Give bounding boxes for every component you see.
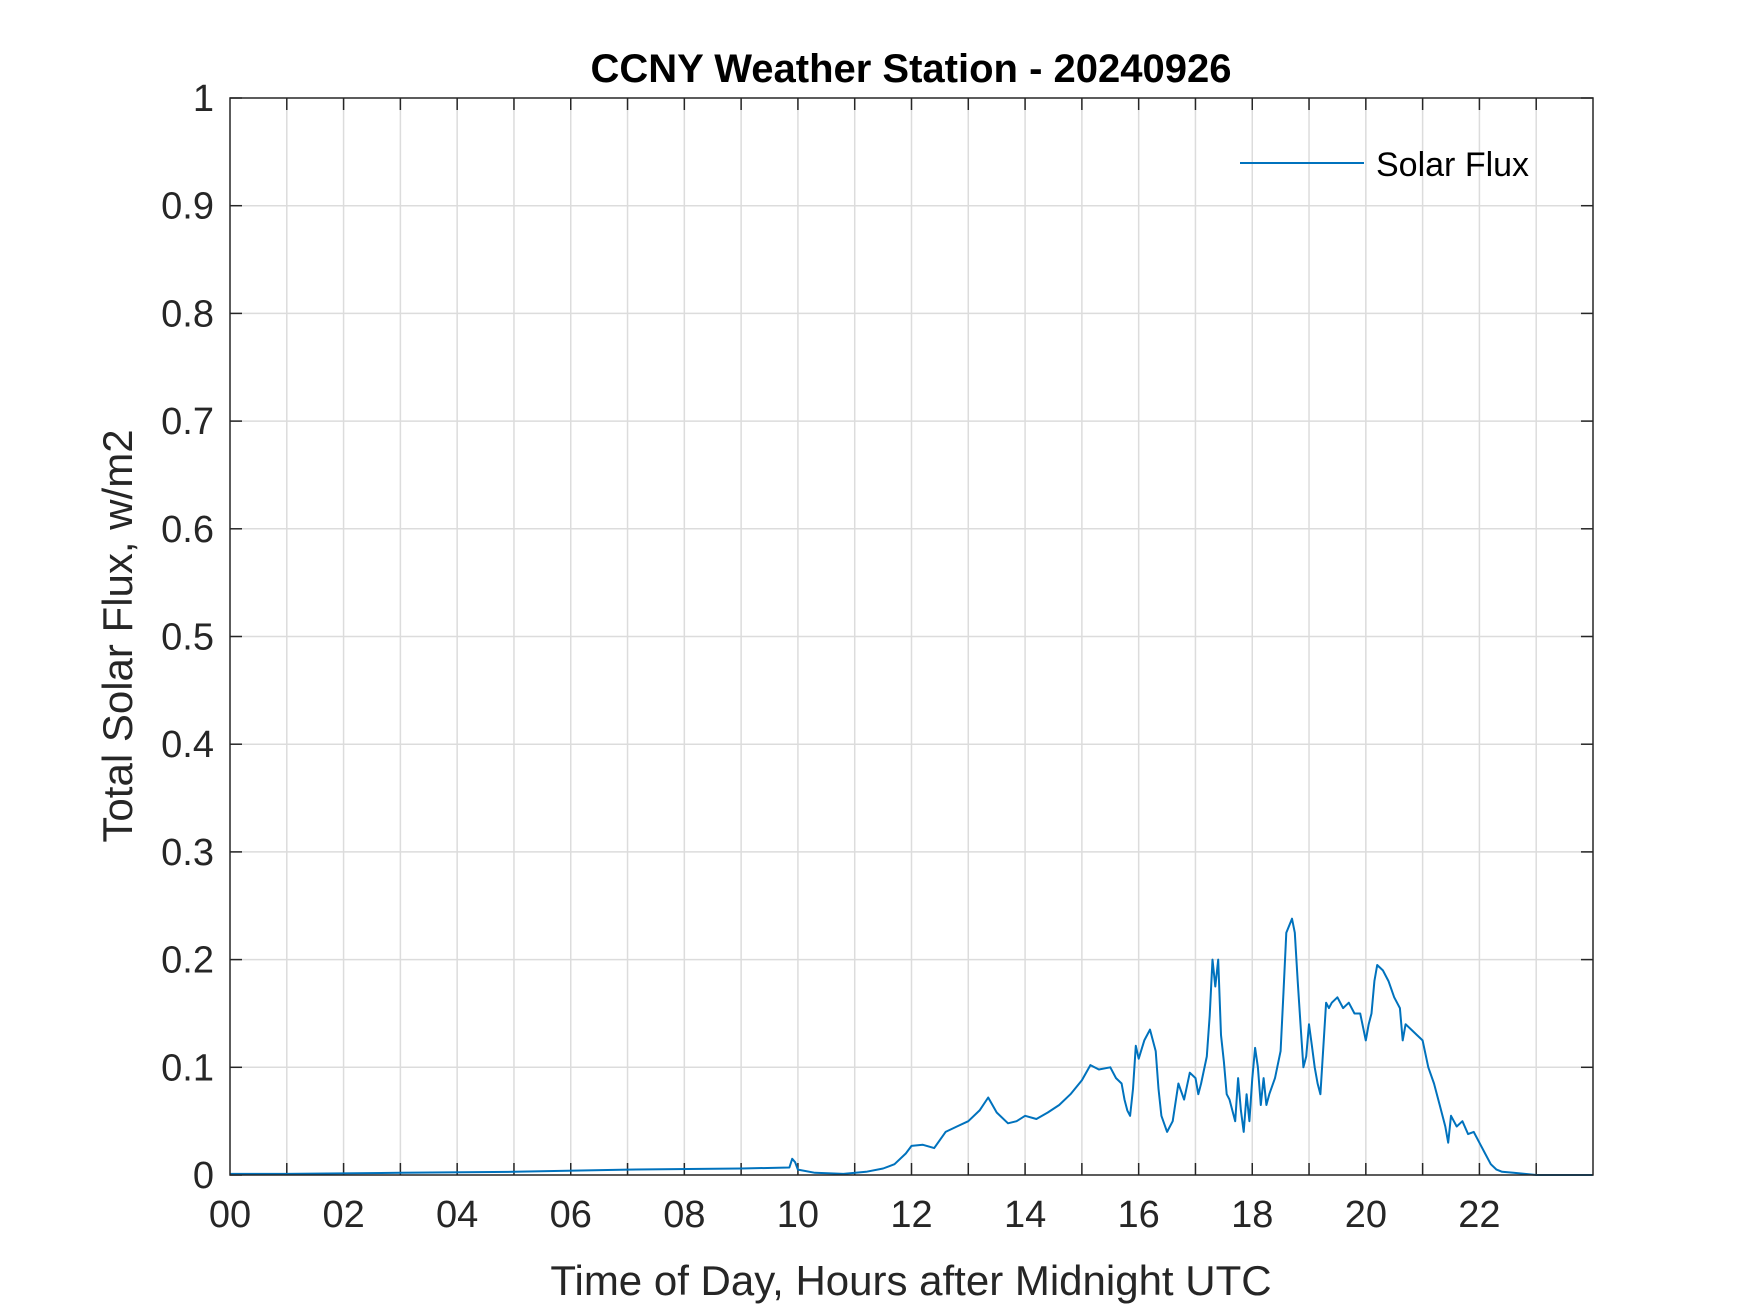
grid xyxy=(230,98,1593,1175)
chart-title: CCNY Weather Station - 20240926 xyxy=(591,47,1232,91)
series-line-solar-flux xyxy=(230,917,1593,1176)
x-tick-label: 00 xyxy=(209,1194,251,1236)
y-tick-label: 0.9 xyxy=(161,186,214,228)
legend: Solar Flux xyxy=(1240,146,1529,184)
y-tick-label: 0.2 xyxy=(161,940,214,982)
y-tick-label: 0.4 xyxy=(161,724,214,766)
y-tick-label: 0.8 xyxy=(161,293,214,335)
x-tick-label: 22 xyxy=(1458,1194,1500,1236)
x-tick-label: 14 xyxy=(1004,1194,1046,1236)
y-tick-label: 0.6 xyxy=(161,509,214,551)
axes-box xyxy=(229,97,1594,1176)
x-tick-label: 10 xyxy=(777,1194,819,1236)
x-tick-label: 04 xyxy=(436,1194,478,1236)
y-tick-label: 0.7 xyxy=(161,401,214,443)
x-tick-label: 06 xyxy=(550,1194,592,1236)
x-axis-label: Time of Day, Hours after Midnight UTC xyxy=(550,1257,1271,1304)
y-tick-label: 0 xyxy=(193,1155,214,1197)
legend-label-solar-flux: Solar Flux xyxy=(1376,146,1529,184)
y-tick-label: 0.3 xyxy=(161,832,214,874)
y-tick-label: 0.1 xyxy=(161,1047,214,1089)
x-tick-label: 02 xyxy=(322,1194,364,1236)
x-tick-label: 20 xyxy=(1345,1194,1387,1236)
x-tick-label: 12 xyxy=(890,1194,932,1236)
x-tick-labels: 00 02 04 06 08 10 12 14 16 18 20 22 xyxy=(209,1194,1501,1236)
x-tick-label: 18 xyxy=(1231,1194,1273,1236)
x-tick-label: 16 xyxy=(1118,1194,1160,1236)
x-tick-label: 08 xyxy=(663,1194,705,1236)
y-tick-labels: 0 0.1 0.2 0.3 0.4 0.5 0.6 0.7 0.8 0.9 1 xyxy=(161,78,214,1197)
y-axis-label: Total Solar Flux, w/m2 xyxy=(94,429,141,842)
y-tick-label: 0.5 xyxy=(161,617,214,659)
y-tick-label: 1 xyxy=(193,78,214,120)
